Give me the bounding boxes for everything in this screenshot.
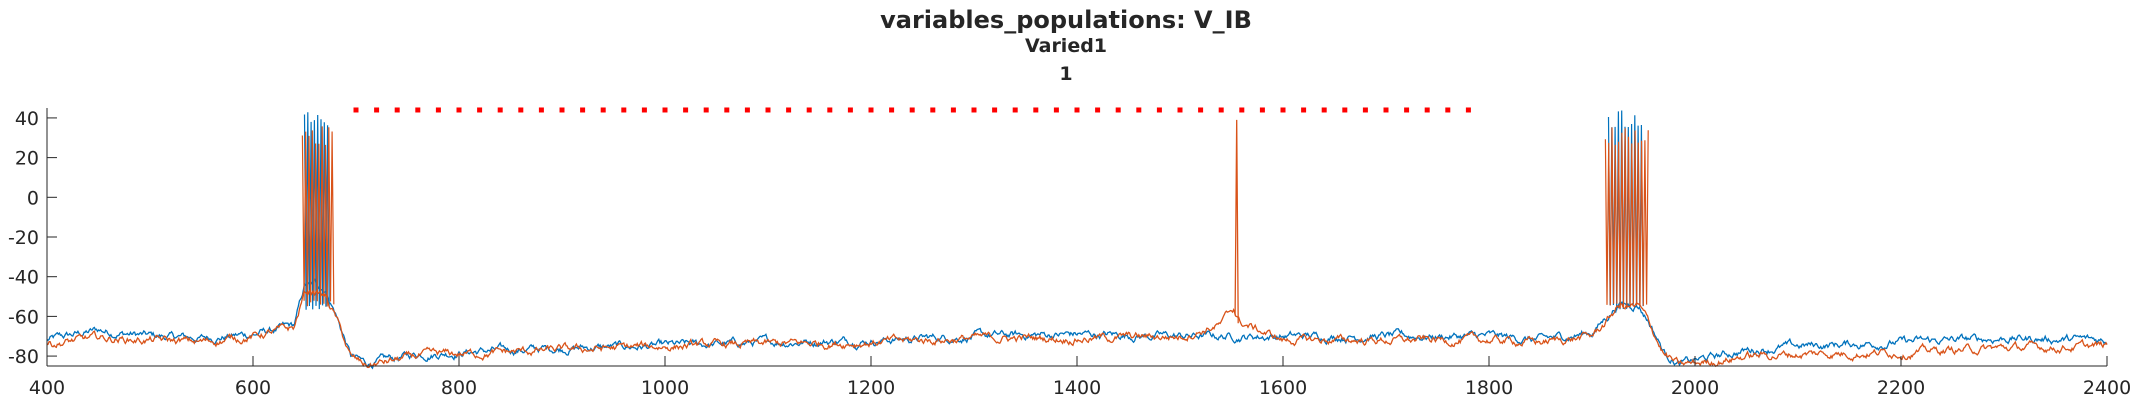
marker-dot bbox=[971, 107, 977, 113]
marker-dot bbox=[950, 107, 956, 113]
marker-dot bbox=[600, 107, 606, 113]
marker-dot bbox=[1321, 107, 1327, 113]
marker-dot bbox=[930, 107, 936, 113]
marker-dot bbox=[909, 107, 915, 113]
marker-dot bbox=[1280, 107, 1286, 113]
marker-dot bbox=[435, 107, 441, 113]
x-tick-label: 1000 bbox=[641, 377, 689, 399]
marker-dot bbox=[1156, 107, 1162, 113]
x-tick-label: 2000 bbox=[1671, 377, 1719, 399]
y-tick-label: 40 bbox=[15, 108, 39, 130]
chart-title: variables_populations: V_IB bbox=[880, 6, 1252, 34]
y-tick-label: 0 bbox=[27, 187, 39, 209]
marker-dot bbox=[538, 107, 544, 113]
marker-dot bbox=[1053, 107, 1059, 113]
x-tick-label: 800 bbox=[441, 377, 477, 399]
marker-dot bbox=[1362, 107, 1368, 113]
marker-dot bbox=[786, 107, 792, 113]
x-tick-label: 1400 bbox=[1053, 377, 1101, 399]
marker-dot bbox=[1301, 107, 1307, 113]
marker-dot bbox=[744, 107, 750, 113]
marker-dot bbox=[641, 107, 647, 113]
marker-dot bbox=[1445, 107, 1451, 113]
marker-dot bbox=[1177, 107, 1183, 113]
marker-dot bbox=[374, 107, 380, 113]
series-2-burst-1 bbox=[301, 126, 335, 307]
marker-dot bbox=[992, 107, 998, 113]
marker-dot bbox=[456, 107, 462, 113]
marker-dot bbox=[847, 107, 853, 113]
marker-dot bbox=[1424, 107, 1430, 113]
y-tick-label: -60 bbox=[8, 306, 39, 328]
marker-dot bbox=[477, 107, 483, 113]
marker-dot bbox=[1465, 107, 1471, 113]
marker-dot bbox=[806, 107, 812, 113]
x-tick-label: 1800 bbox=[1465, 377, 1513, 399]
marker-dot bbox=[724, 107, 730, 113]
marker-dot bbox=[621, 107, 627, 113]
chart-subtitle-2: 1 bbox=[1059, 63, 1072, 85]
marker-dot bbox=[827, 107, 833, 113]
axes: -80 -60 -40 -20 0 20 40 400 600 800 1000 1200 1400 16… bbox=[8, 108, 2131, 399]
marker-dot bbox=[703, 107, 709, 113]
marker-dot bbox=[868, 107, 874, 113]
marker-dot bbox=[683, 107, 689, 113]
y-tick-label: 20 bbox=[15, 148, 39, 170]
marker-dot bbox=[1074, 107, 1080, 113]
marker-dot bbox=[1404, 107, 1410, 113]
series-2-burst-2 bbox=[1604, 127, 1649, 309]
marker-dot bbox=[394, 107, 400, 113]
x-tick-label: 1600 bbox=[1259, 377, 1307, 399]
y-tick-label: -40 bbox=[8, 267, 39, 289]
marker-dot bbox=[1033, 107, 1039, 113]
marker-dot bbox=[415, 107, 421, 113]
marker-dot bbox=[765, 107, 771, 113]
marker-dot bbox=[1218, 107, 1224, 113]
marker-dot bbox=[1115, 107, 1121, 113]
series-2-spike-1 bbox=[1234, 119, 1239, 324]
marker-dot bbox=[559, 107, 565, 113]
marker-dot bbox=[518, 107, 524, 113]
x-tick-label: 1200 bbox=[847, 377, 895, 399]
x-tick-label: 2400 bbox=[2083, 377, 2131, 399]
x-tick-label: 400 bbox=[29, 377, 65, 399]
marker-dot bbox=[1259, 107, 1265, 113]
series-line-2 bbox=[46, 288, 2108, 369]
x-tick-label: 2200 bbox=[1877, 377, 1925, 399]
marker-dot bbox=[662, 107, 668, 113]
marker-dot bbox=[1136, 107, 1142, 113]
marker-row bbox=[353, 107, 1471, 113]
series-line-1 bbox=[46, 278, 2108, 370]
marker-dot bbox=[1198, 107, 1204, 113]
marker-dot bbox=[889, 107, 895, 113]
y-tick-label: -80 bbox=[8, 346, 39, 368]
y-tick-label: -20 bbox=[8, 227, 39, 249]
marker-dot bbox=[1095, 107, 1101, 113]
marker-dot bbox=[1383, 107, 1389, 113]
chart-subtitle: Varied1 bbox=[1025, 35, 1107, 57]
marker-dot bbox=[1239, 107, 1245, 113]
marker-dot bbox=[497, 107, 503, 113]
series-layer bbox=[46, 110, 2108, 370]
marker-dot bbox=[353, 107, 359, 113]
marker-dot bbox=[1012, 107, 1018, 113]
marker-dot bbox=[1342, 107, 1348, 113]
x-tick-label: 600 bbox=[235, 377, 271, 399]
marker-dot bbox=[580, 107, 586, 113]
